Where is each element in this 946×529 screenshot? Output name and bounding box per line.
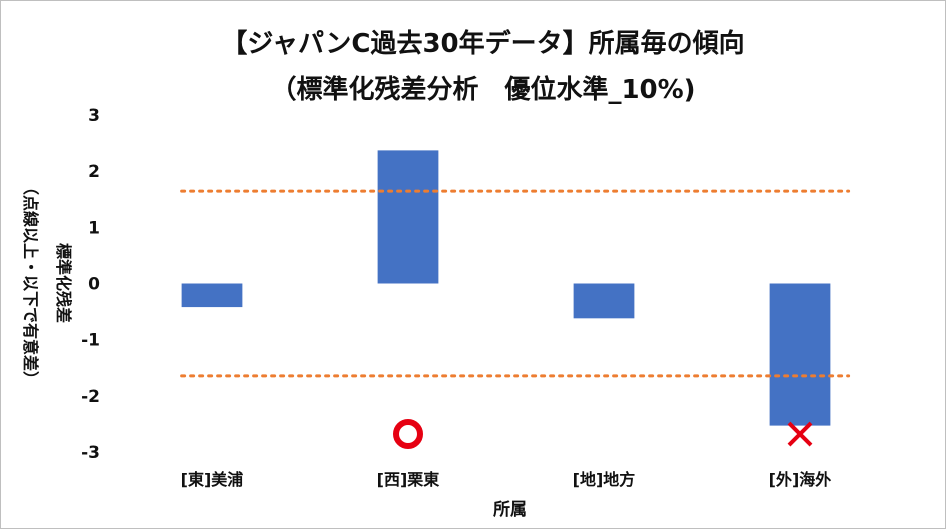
bars — [181, 150, 831, 426]
significance-cross-marker — [787, 421, 813, 447]
chart-title: 【ジャパンC過去30年データ】所属毎の傾向 — [221, 28, 744, 59]
y-tick-label: -2 — [81, 387, 100, 407]
threshold-lines — [180, 189, 851, 378]
chart-subtitle: （標準化残差分析 優位水準_10%) — [270, 74, 695, 105]
y-tick-label: 3 — [88, 106, 100, 126]
x-axis-categories: [東]美浦 [西]栗東 [地]地方 [外]海外 — [181, 470, 832, 489]
bar-4 — [769, 283, 831, 426]
x-axis-title: 所属 — [493, 500, 527, 520]
bar-2 — [377, 150, 439, 284]
y-axis-note: （点線以上・以下で有意差） — [21, 179, 40, 387]
y-tick-label: -1 — [81, 331, 100, 351]
x-category-label: [東]美浦 — [181, 470, 244, 489]
cross-stroke-2 — [787, 421, 813, 447]
x-category-label: [地]地方 — [573, 470, 636, 489]
bar-3 — [573, 283, 635, 319]
x-category-label: [外]海外 — [769, 470, 832, 489]
y-tick-label: 2 — [88, 162, 100, 182]
y-tick-label: 0 — [88, 275, 100, 295]
y-tick-label: 1 — [88, 218, 100, 238]
significance-circle-marker — [393, 419, 423, 450]
y-axis-ticks: 3 2 1 0 -1 -2 -3 — [81, 106, 100, 463]
significance-markers — [393, 419, 813, 450]
y-axis-title: 標準化残差 — [54, 243, 73, 323]
bar-1 — [181, 283, 243, 308]
y-tick-label: -3 — [81, 443, 100, 463]
x-category-label: [西]栗東 — [377, 470, 440, 489]
